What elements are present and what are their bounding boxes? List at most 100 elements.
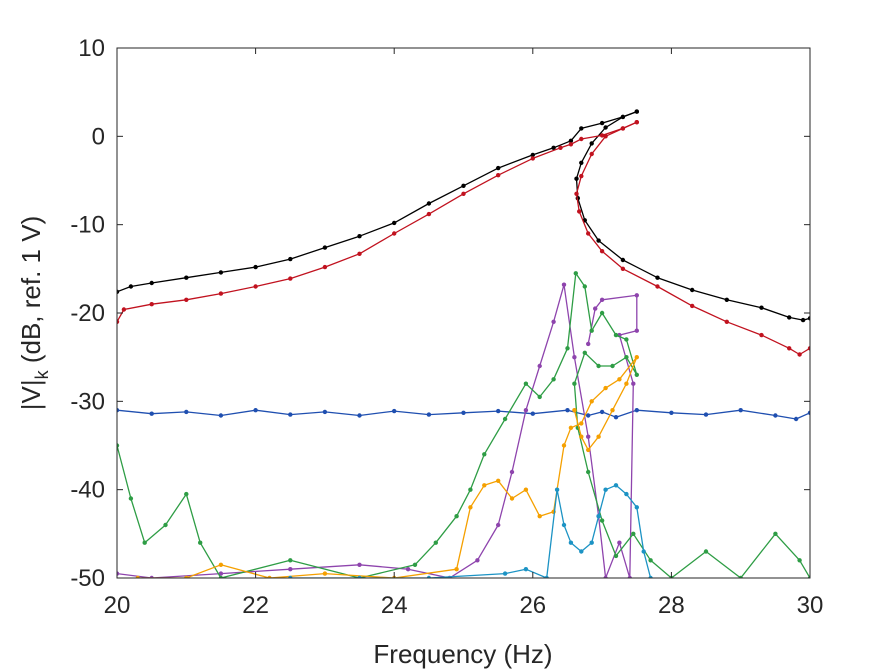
x-tick-label: 22: [242, 592, 269, 619]
x-axis-label: Frequency (Hz): [373, 639, 552, 669]
series-red-sweep-down: [574, 120, 810, 357]
data-point: [634, 328, 639, 333]
y-axis-label-subscript: k: [32, 369, 52, 379]
data-point: [461, 410, 466, 415]
data-point: [468, 487, 473, 492]
data-point: [596, 514, 601, 519]
data-point: [655, 284, 660, 289]
data-point: [218, 575, 224, 578]
data-point: [357, 562, 362, 567]
data-point: [582, 284, 587, 289]
data-point: [572, 381, 577, 386]
data-point: [599, 249, 605, 254]
data-point: [759, 332, 764, 338]
data-point: [634, 355, 639, 360]
data-point: [184, 575, 189, 578]
data-point: [738, 575, 743, 578]
data-point: [530, 411, 535, 416]
data-point: [454, 514, 459, 519]
data-point: [198, 540, 203, 545]
data-point: [573, 271, 578, 276]
data-point: [634, 293, 639, 298]
data-point: [589, 151, 594, 157]
data-point: [577, 209, 582, 214]
data-point: [634, 505, 639, 510]
data-point: [218, 270, 224, 275]
data-point: [599, 409, 605, 415]
y-tick-label: -20: [70, 300, 105, 327]
data-point: [149, 411, 154, 416]
data-point: [589, 399, 594, 404]
data-point: [669, 410, 674, 415]
data-point: [184, 409, 189, 415]
data-point: [496, 522, 501, 528]
series-black-sweep-up: [117, 109, 639, 294]
data-point: [433, 540, 438, 545]
series-black-sweep-down: [574, 109, 810, 323]
series-orange: [135, 355, 639, 578]
data-point: [561, 282, 567, 287]
data-point: [603, 125, 608, 130]
data-point: [558, 145, 563, 150]
series-green: [117, 271, 810, 578]
data-point: [624, 355, 629, 360]
data-point: [596, 363, 601, 369]
data-point: [121, 307, 127, 312]
data-point: [599, 133, 605, 138]
data-point: [631, 381, 636, 386]
data-point: [322, 409, 328, 415]
data-point: [617, 377, 622, 382]
data-point: [426, 412, 432, 417]
data-point: [610, 408, 615, 413]
data-point: [620, 266, 626, 271]
data-point: [586, 434, 591, 439]
data-point: [184, 297, 189, 302]
data-point: [690, 287, 695, 293]
data-point: [599, 297, 605, 302]
data-point: [773, 413, 778, 418]
data-point: [807, 575, 810, 578]
data-point: [613, 332, 619, 338]
data-point: [551, 145, 556, 150]
data-point: [523, 408, 529, 413]
x-tick-label: 20: [104, 592, 131, 619]
data-point: [502, 416, 508, 422]
data-point: [218, 291, 224, 296]
data-point: [568, 138, 574, 143]
data-point: [624, 381, 629, 386]
data-point: [787, 346, 792, 351]
data-point: [253, 264, 258, 270]
data-point: [117, 319, 120, 324]
x-tick-label: 28: [658, 592, 685, 619]
y-axis: 10 0 -10 -20 -30 -40 -50: [70, 35, 810, 592]
data-point: [807, 410, 810, 415]
data-point: [461, 191, 466, 196]
data-point: [724, 319, 729, 324]
data-point: [218, 413, 224, 418]
data-point: [117, 289, 120, 294]
data-point: [468, 505, 473, 510]
data-point: [322, 264, 328, 270]
data-point: [603, 487, 608, 492]
data-point: [579, 549, 584, 554]
data-point: [620, 257, 626, 263]
data-point: [117, 571, 120, 576]
data-point: [620, 126, 626, 131]
data-point: [703, 412, 709, 417]
data-point: [793, 416, 799, 422]
data-point: [253, 408, 258, 413]
data-point: [218, 571, 224, 576]
data-point: [613, 553, 619, 559]
data-point: [574, 191, 579, 196]
data-point: [392, 408, 397, 414]
data-point: [288, 558, 293, 563]
y-axis-label-rest: (dB, ref. 1 V): [16, 216, 46, 371]
series-line: [117, 409, 810, 420]
data-point: [631, 531, 636, 536]
series-blue: [117, 408, 810, 422]
data-point: [807, 316, 810, 321]
data-point: [565, 408, 570, 413]
data-point: [579, 160, 584, 165]
data-point: [603, 575, 608, 578]
